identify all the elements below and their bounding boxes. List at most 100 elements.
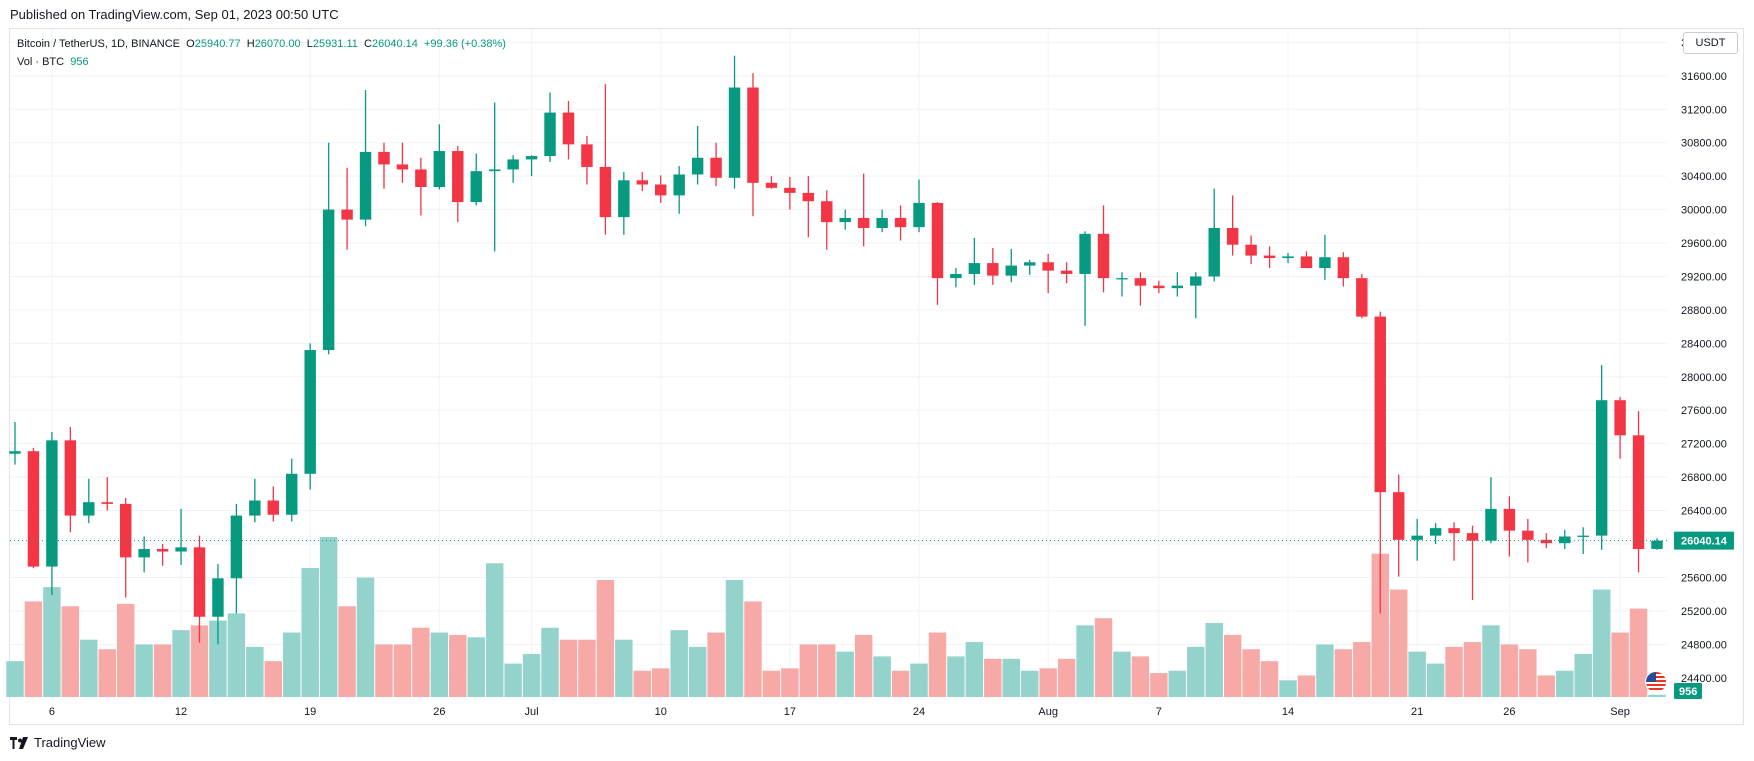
candle-body <box>488 169 501 172</box>
price-tick-label: 24800.00 <box>1681 639 1727 651</box>
volume-bar <box>1316 644 1334 697</box>
volume-bar <box>1020 670 1039 697</box>
currency-button[interactable]: USDT <box>1683 32 1738 54</box>
candle-body <box>322 209 335 351</box>
candle-body <box>1060 270 1073 274</box>
candle-body <box>101 502 113 504</box>
time-tick-label: 7 <box>1156 706 1162 718</box>
volume-bar <box>1574 654 1592 697</box>
candle-body <box>230 515 243 579</box>
candle <box>1522 518 1534 563</box>
volume-bar <box>1131 656 1150 697</box>
candle <box>1595 365 1608 550</box>
price-axis[interactable]: 24400.0024800.0025200.0025600.0026000.00… <box>1674 37 1734 699</box>
candle-body <box>138 549 150 558</box>
candle <box>931 202 944 305</box>
candle-body <box>1356 278 1368 317</box>
volume-bar <box>227 613 246 697</box>
volume-histogram <box>6 537 1666 697</box>
candle <box>968 238 981 285</box>
volume-bar <box>947 656 965 697</box>
volume-bar <box>725 579 744 697</box>
volume-bar <box>818 644 836 697</box>
candle-body <box>64 440 77 516</box>
candle-body <box>525 156 538 160</box>
candle-body <box>1577 535 1589 537</box>
candle <box>1356 273 1368 319</box>
candle <box>322 142 335 355</box>
candle-body <box>876 217 888 228</box>
high-label: H <box>246 38 255 50</box>
candle <box>1005 248 1017 283</box>
candle-body <box>544 112 556 157</box>
candle-body <box>119 503 132 558</box>
candle-body <box>1282 256 1294 259</box>
candle-body <box>802 192 815 202</box>
candle <box>304 343 316 490</box>
candle-body <box>1171 285 1184 289</box>
low-value: 25931.11 <box>312 38 358 50</box>
candle-body <box>286 473 298 515</box>
us-flag-icon[interactable] <box>1645 671 1667 693</box>
price-tick-label: 27200.00 <box>1681 439 1727 451</box>
candles <box>9 55 1663 645</box>
candle-body <box>673 174 685 196</box>
volume-bar <box>873 656 891 697</box>
symbol-label[interactable]: Bitcoin / TetherUS, 1D, BINANCE <box>17 38 181 50</box>
volume-bar <box>80 639 98 697</box>
candle <box>728 55 741 189</box>
candle-body <box>1079 233 1091 274</box>
volume-bar <box>43 587 61 697</box>
volume-bar <box>1168 670 1187 697</box>
candle <box>9 421 21 465</box>
volume-bar <box>375 644 393 697</box>
change-value: +99.36 (+0.38%) <box>424 38 506 50</box>
price-tag-text: 26040.14 <box>1681 536 1728 548</box>
candle <box>544 92 556 162</box>
volume-bar <box>1076 625 1094 697</box>
candle <box>286 458 298 522</box>
candle <box>636 171 649 192</box>
candle-body <box>1466 533 1479 541</box>
volume-bar <box>670 630 688 697</box>
volume-bar <box>6 661 24 697</box>
candle <box>1300 251 1313 269</box>
price-tag-bg <box>1674 531 1734 550</box>
time-tick-label: 12 <box>175 706 187 718</box>
volume-value: 956 <box>70 56 89 68</box>
candle <box>987 248 999 285</box>
volume-bar <box>1057 658 1076 697</box>
candle-body <box>618 180 630 218</box>
price-tick-label: 26400.00 <box>1681 506 1727 518</box>
candle-body <box>765 182 778 188</box>
tradingview-footer[interactable]: TradingView <box>10 735 106 750</box>
candle <box>175 508 187 565</box>
volume-bar <box>264 661 283 697</box>
candle <box>1171 272 1184 297</box>
volume-bar <box>135 644 153 697</box>
candle-body <box>1116 278 1128 280</box>
volume-label[interactable]: Vol · BTC <box>17 56 65 68</box>
time-axis[interactable]: 6 12 19 26 Jul 10 17 24 Aug 7 14 21 26 Sep <box>49 706 1630 718</box>
candle <box>765 176 778 189</box>
price-tick-label: 28800.00 <box>1681 305 1727 317</box>
volume-bar <box>319 537 338 697</box>
candle-body <box>193 547 206 617</box>
ohlc-row: Bitcoin / TetherUS, 1D, BINANCE O25940.7… <box>17 35 506 53</box>
price-tick-label: 26800.00 <box>1681 472 1727 484</box>
candle-body <box>1042 262 1054 271</box>
candle <box>341 167 353 250</box>
volume-bar <box>1629 608 1648 697</box>
candle <box>1097 205 1110 293</box>
chart-frame <box>9 28 1744 725</box>
volume-bar <box>1039 668 1057 697</box>
time-tick-label: 6 <box>49 706 55 718</box>
volume-bar <box>1260 661 1279 697</box>
candle <box>1282 253 1294 264</box>
volume-bar <box>1648 694 1666 697</box>
candle <box>1577 527 1589 555</box>
volume-bar <box>1353 642 1371 697</box>
volume-bar <box>356 577 375 697</box>
last-price-tag: 26040.14 <box>1674 531 1734 550</box>
